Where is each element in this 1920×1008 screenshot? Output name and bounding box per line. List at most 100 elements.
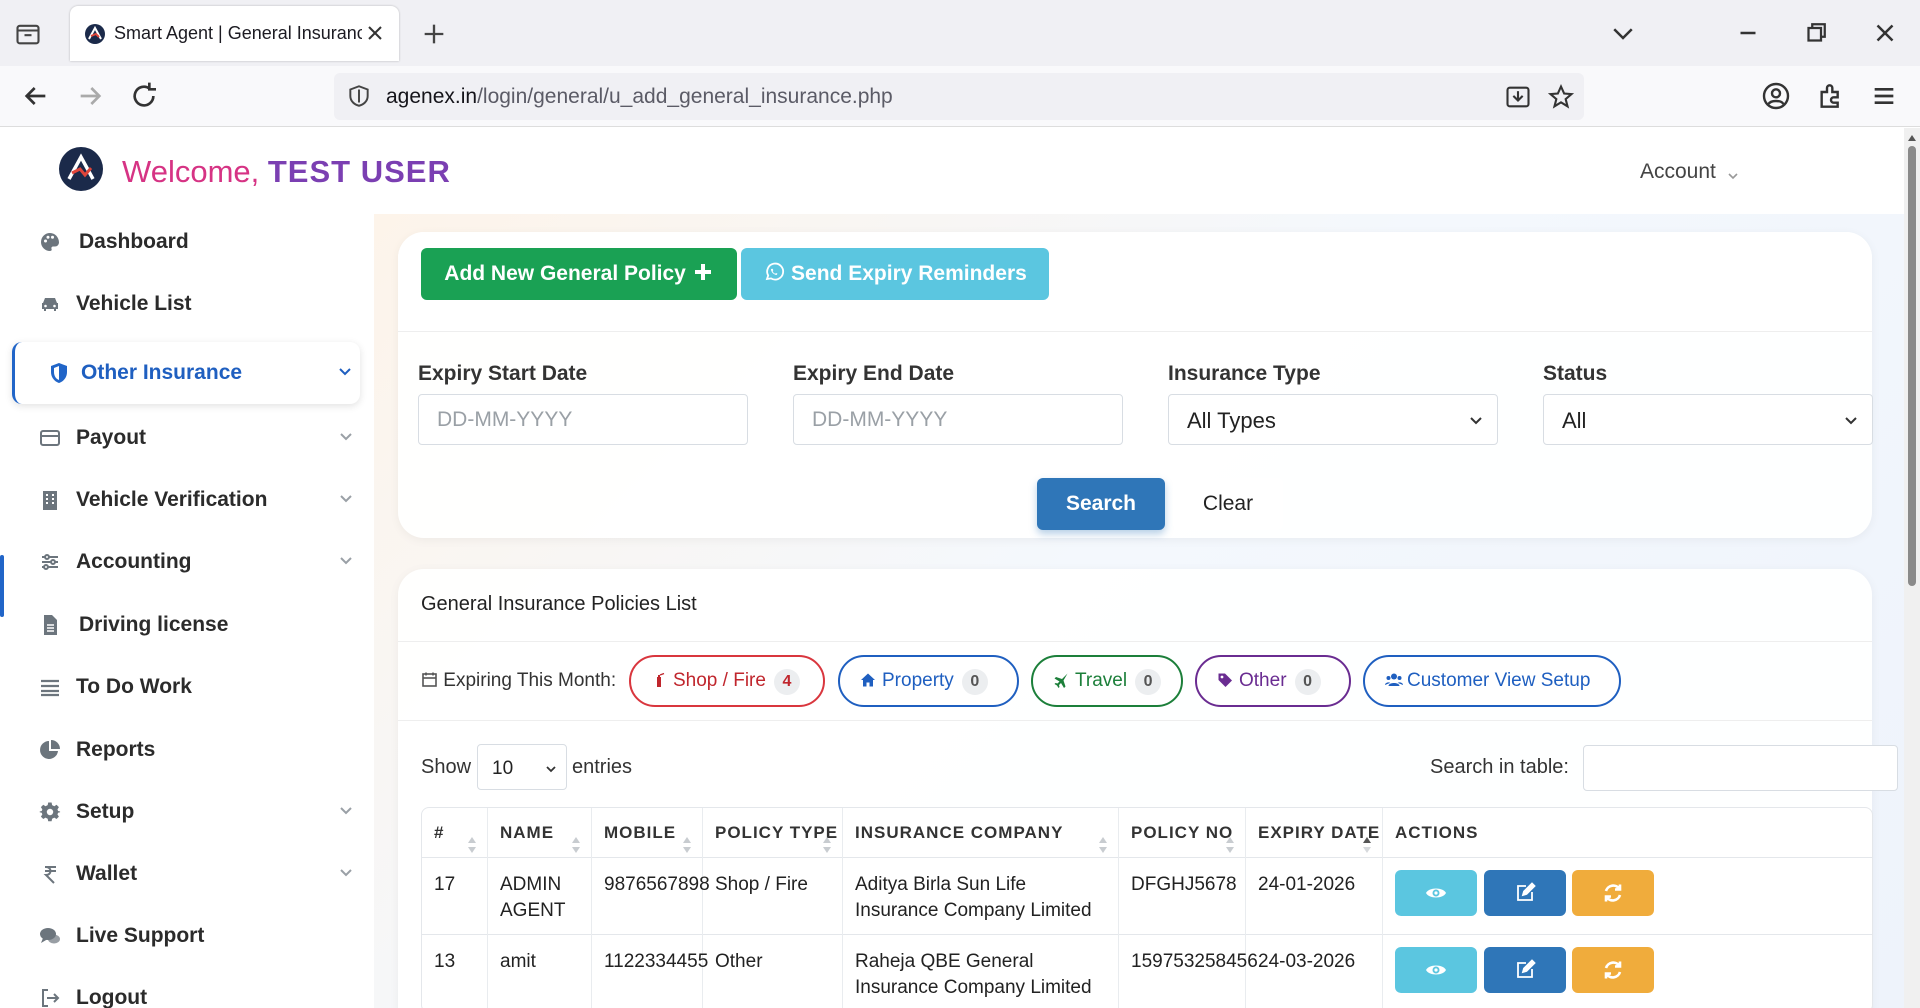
table-search-label: Search in table: [1430,756,1569,778]
sidebar-item-vehicle-list[interactable]: Vehicle List [0,276,374,332]
column-header-insurance-company[interactable]: INSURANCE COMPANY [843,808,1119,858]
tab-list-chevron-icon[interactable] [1608,18,1638,48]
property-pill[interactable]: Property 0 [838,655,1019,707]
sidebar-item-vehicle-verification[interactable]: Vehicle Verification [0,472,374,528]
chevron-down-icon [1467,411,1485,429]
status-select[interactable]: All [1543,394,1873,445]
pill-count: 4 [773,669,800,695]
sort-icon [1098,824,1108,853]
sidebar-item-label: Live Support [76,924,205,947]
menu-icon[interactable] [1868,80,1900,112]
address-bar[interactable]: agenex.in/login/general/u_add_general_in… [334,73,1584,120]
sliders-icon [38,550,62,574]
calendar-icon [421,671,438,688]
clear-button[interactable]: Clear [1173,478,1283,530]
shield-icon[interactable] [346,83,372,109]
column-header-expiry-date[interactable]: EXPIRY DATE [1246,808,1383,858]
gear-icon [38,800,62,824]
sidebar-item-driving-license[interactable]: Driving license [0,597,374,653]
expiry-start-input[interactable]: DD-MM-YYYY [418,394,748,445]
tab-overview-icon[interactable] [14,20,42,48]
cell-policy-type: Shop / Fire [703,858,843,935]
sidebar-item-to-do-work[interactable]: To Do Work [0,659,374,715]
scrollbar-thumb[interactable] [1908,146,1916,586]
sidebar-item-label: Payout [76,426,147,449]
tag-icon [1217,659,1233,687]
sidebar-item-dashboard[interactable]: Dashboard [0,214,374,270]
column-header-name[interactable]: NAME [488,808,592,858]
chevron-down-icon [1842,411,1860,429]
search-button[interactable]: Search [1037,478,1165,530]
add-new-policy-button[interactable]: Add New General Policy [421,248,737,300]
bookmark-star-icon[interactable] [1547,83,1575,111]
insurance-type-select[interactable]: All Types [1168,394,1498,445]
divider [398,720,1872,721]
pill-label: Customer View Setup [1407,670,1591,691]
view-button[interactable] [1395,947,1477,993]
chat-icon [38,924,62,948]
renew-button[interactable] [1572,947,1654,993]
close-window-icon[interactable] [1870,18,1900,48]
browser-navbar: agenex.in/login/general/u_add_general_in… [0,66,1920,127]
sidebar-item-setup[interactable]: Setup [0,784,374,840]
sidebar-item-payout[interactable]: Payout [0,410,374,466]
sidebar-item-accounting[interactable]: Accounting [0,534,374,590]
travel-pill[interactable]: Travel 0 [1031,655,1183,707]
other-pill[interactable]: Other 0 [1195,655,1351,707]
profile-icon[interactable] [1760,80,1792,112]
cell-id: 13 [422,935,488,1008]
download-page-icon[interactable] [1504,83,1532,111]
sidebar-item-wallet[interactable]: Wallet [0,846,374,902]
column-label: POLICY NO [1131,823,1234,842]
view-button[interactable] [1395,870,1477,916]
column-label: MOBILE [604,823,677,842]
expiring-label: Expiring This Month: [421,670,616,692]
policies-list-card: General Insurance Policies List Expiring… [398,569,1898,1008]
expiry-end-input[interactable]: DD-MM-YYYY [793,394,1123,445]
entries-value: 10 [492,758,514,779]
eye-icon [1425,882,1447,904]
column-header-mobile[interactable]: MOBILE [592,808,703,858]
renew-button[interactable] [1572,870,1654,916]
entries-select[interactable]: 10 [477,744,567,790]
reload-icon[interactable] [128,80,160,112]
new-tab-icon[interactable] [420,20,448,48]
scroll-up-arrow-icon[interactable] [1907,130,1917,141]
column-header-policy-type[interactable]: POLICY TYPE [703,808,843,858]
cell-insurance-company: Aditya Birla Sun Life Insurance Company … [843,858,1119,935]
pill-count: 0 [1135,669,1162,695]
sidebar-item-live-support[interactable]: Live Support [0,908,374,964]
sidebar-item-reports[interactable]: Reports [0,722,374,778]
extensions-icon[interactable] [1815,80,1847,112]
close-tab-icon[interactable] [363,21,387,45]
list-title: General Insurance Policies List [421,593,697,615]
column-header-id[interactable]: # [422,808,488,858]
sidebar-item-logout[interactable]: Logout [0,970,374,1008]
column-header-policy-no[interactable]: POLICY NO [1119,808,1246,858]
forward-arrow-icon[interactable] [74,80,106,112]
edit-button[interactable] [1484,947,1566,993]
welcome-heading: Welcome, TEST USER [122,154,451,190]
pill-count: 0 [1294,669,1321,695]
account-dropdown[interactable]: Account [1640,160,1740,184]
shop-fire-pill[interactable]: Shop / Fire 4 [629,655,825,707]
file-icon [38,613,62,637]
back-arrow-icon[interactable] [20,80,52,112]
edit-button[interactable] [1484,870,1566,916]
pill-label: Property [882,670,954,691]
browser-tab-active[interactable]: Smart Agent | General Insurance [70,6,399,61]
entries-label: entries [572,756,633,778]
sidebar-item-other-insurance[interactable]: Other Insurance [12,342,360,404]
agenex-logo-icon[interactable] [58,146,104,192]
browser-tabstrip: Smart Agent | General Insurance [0,0,1920,66]
send-expiry-reminders-button[interactable]: Send Expiry Reminders [741,248,1049,300]
table-search-input[interactable] [1583,745,1898,791]
main-content: Add New General Policy Send Expiry Remin… [374,214,1904,1008]
page-scrollbar[interactable] [1904,128,1920,1008]
customer-view-setup-button[interactable]: Customer View Setup [1363,655,1621,707]
chevron-down-icon [338,802,354,818]
sidebar-item-label: Accounting [76,550,192,573]
restore-icon[interactable] [1801,18,1831,48]
minimize-icon[interactable] [1733,18,1763,48]
list-icon [38,675,62,699]
